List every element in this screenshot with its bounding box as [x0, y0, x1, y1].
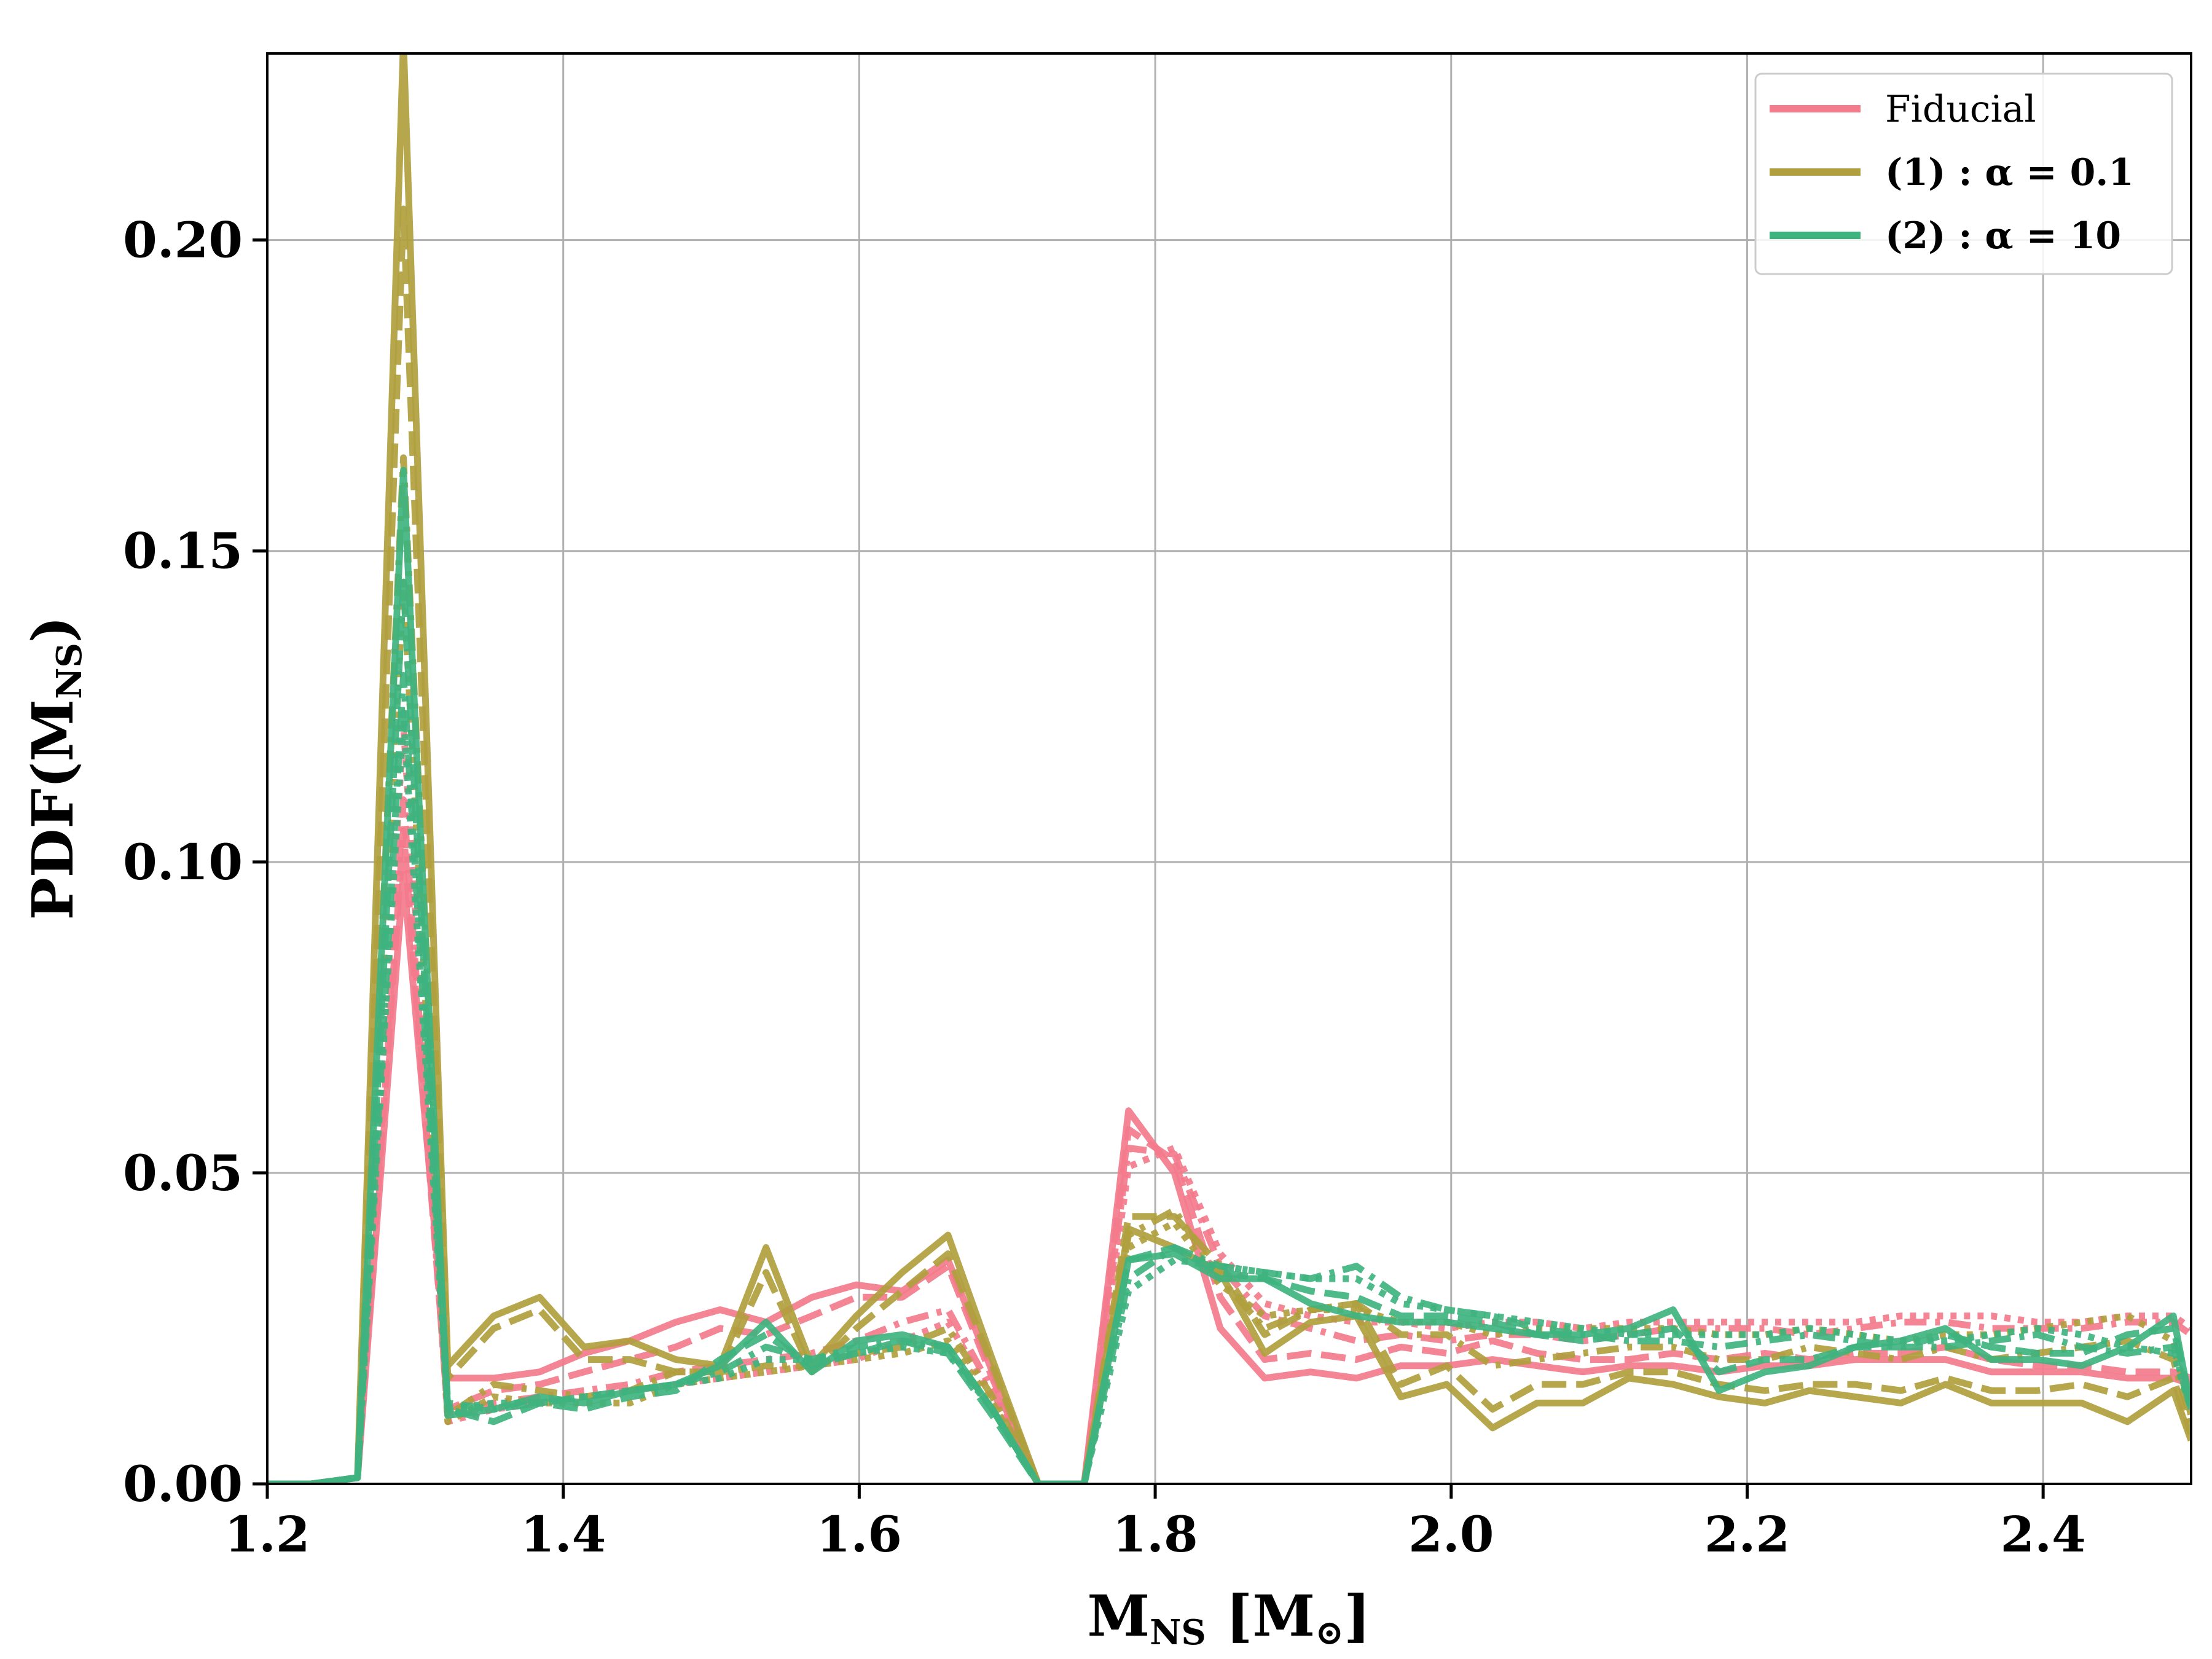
series-line-0-dashed: [267, 827, 2191, 1484]
y-tick-label: 0.20: [123, 211, 243, 269]
y-tick-label: 0.15: [123, 522, 243, 580]
plot-area: [267, 53, 2191, 1484]
x-axis-label: MNS [M⊙]: [1087, 1583, 1370, 1653]
x-tick-label: 1.8: [1112, 1505, 1198, 1563]
legend-box: [1754, 73, 2173, 275]
y-tick-label: 0.05: [123, 1144, 243, 1202]
x-tick-label: 1.2: [224, 1505, 310, 1563]
axis-ticks: 1.2 1.4 1.6 1.8 2.0 2.2 2.4 0.00 0.05 0.10 0.15 0.2…: [123, 211, 2086, 1563]
series-line-2-dashed: [267, 578, 2191, 1484]
x-tick-label: 2.2: [1704, 1505, 1790, 1563]
x-tick-label: 2.0: [1408, 1505, 1494, 1563]
legend-label-alpha-10: (2) : α = 10: [1885, 214, 2121, 257]
legend-entry-alpha-0-1: (1) : α = 0.1: [1770, 151, 2134, 194]
x-tick-label: 1.4: [520, 1505, 606, 1563]
legend: Fiducial (1) : α = 0.1 (2) : α = 10: [1754, 73, 2173, 275]
series-line-0-dashdot: [267, 796, 2191, 1484]
plot-frame: [266, 52, 2192, 1485]
y-tick-label: 0.00: [123, 1455, 243, 1513]
y-axis-label: PDF(MNS): [20, 616, 90, 920]
series-line-0-solid: [267, 871, 2191, 1484]
legend-entry-alpha-10: (2) : α = 10: [1770, 214, 2121, 257]
x-tick-label: 2.4: [2001, 1505, 2086, 1563]
legend-label-fiducial: Fiducial: [1885, 88, 2036, 131]
legend-label-alpha-0-1: (1) : α = 0.1: [1885, 151, 2134, 194]
x-tick-label: 1.6: [817, 1505, 902, 1563]
y-tick-label: 0.10: [123, 833, 243, 891]
series-line-1-solid: [267, 53, 2191, 1484]
legend-entry-fiducial: Fiducial: [1770, 88, 2036, 131]
series-line-1-dashdot: [267, 454, 2191, 1484]
